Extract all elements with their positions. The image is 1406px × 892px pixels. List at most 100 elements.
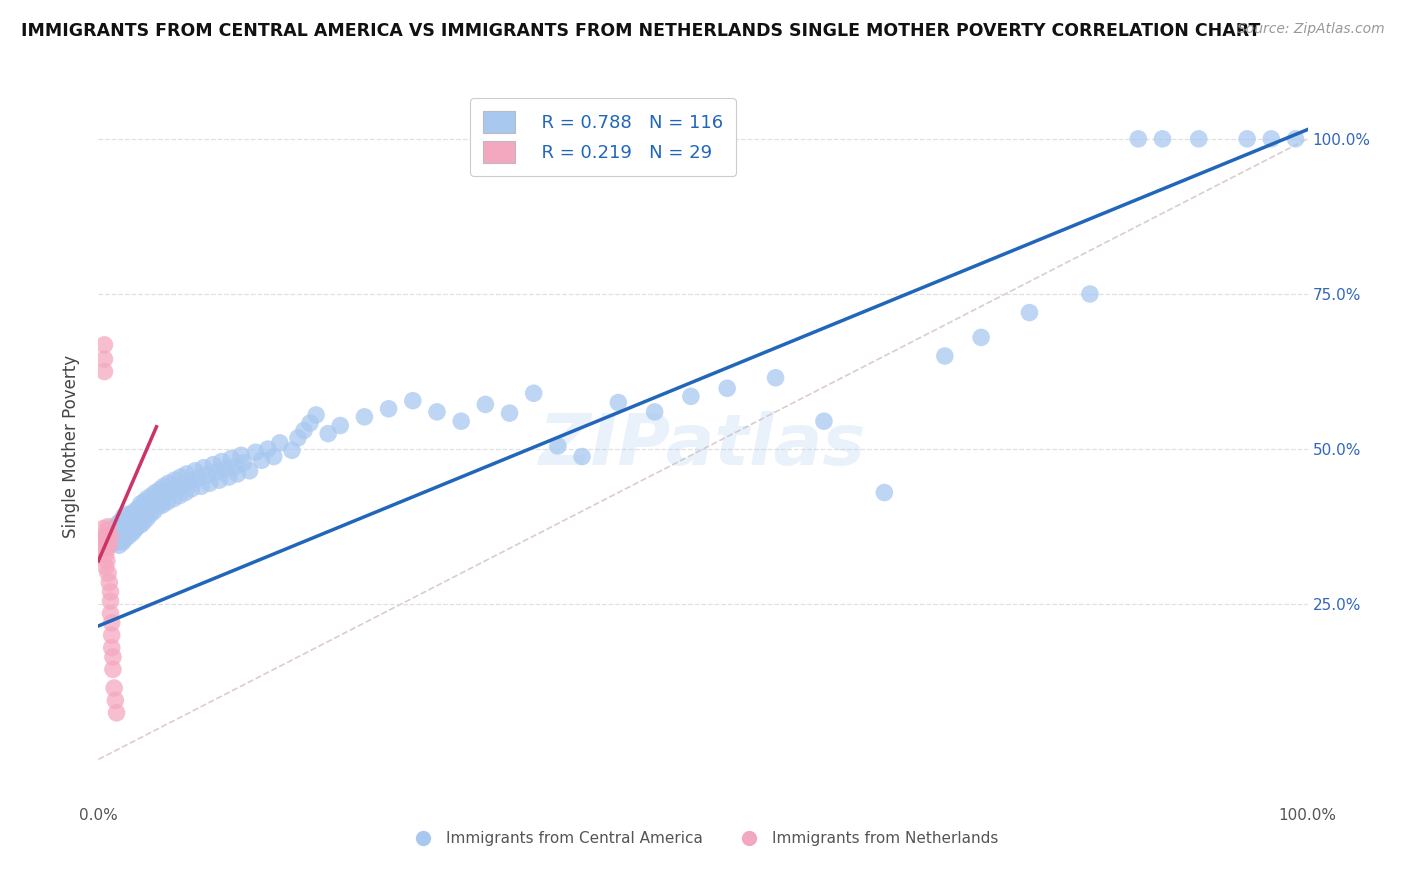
Point	[226, 467, 249, 481]
Point	[135, 511, 157, 525]
Point	[299, 416, 322, 430]
Text: IMMIGRANTS FROM CENTRAL AMERICA VS IMMIGRANTS FROM NETHERLANDS SINGLE MOTHER POV: IMMIGRANTS FROM CENTRAL AMERICA VS IMMIG…	[21, 22, 1260, 40]
Point	[96, 529, 118, 543]
Point	[172, 478, 194, 492]
Point	[245, 445, 267, 459]
Point	[498, 406, 520, 420]
Point	[135, 491, 157, 506]
Point	[93, 338, 115, 352]
Point	[101, 522, 124, 536]
Point	[1284, 132, 1306, 146]
Point	[316, 426, 339, 441]
Point	[679, 389, 702, 403]
Point	[127, 519, 149, 533]
Point	[214, 462, 236, 476]
Point	[122, 516, 145, 530]
Point	[152, 479, 174, 493]
Point	[187, 472, 209, 486]
Point	[142, 497, 165, 511]
Point	[108, 530, 131, 544]
Point	[135, 504, 157, 518]
Point	[450, 414, 472, 428]
Point	[157, 476, 180, 491]
Point	[91, 541, 114, 556]
Point	[132, 516, 155, 530]
Point	[129, 517, 152, 532]
Point	[221, 451, 243, 466]
Point	[98, 538, 121, 552]
Point	[198, 476, 221, 491]
Point	[105, 524, 128, 538]
Point	[100, 529, 122, 543]
Point	[523, 386, 546, 401]
Point	[934, 349, 956, 363]
Point	[134, 495, 156, 509]
Point	[104, 532, 127, 546]
Point	[124, 504, 146, 518]
Point	[108, 538, 131, 552]
Point	[1018, 305, 1040, 319]
Point	[104, 693, 127, 707]
Point	[101, 536, 124, 550]
Point	[97, 538, 120, 552]
Point	[97, 535, 120, 549]
Point	[716, 381, 738, 395]
Point	[269, 436, 291, 450]
Point	[117, 523, 139, 537]
Point	[96, 541, 118, 556]
Point	[287, 431, 309, 445]
Point	[153, 487, 176, 501]
Point	[127, 501, 149, 516]
Point	[179, 475, 201, 489]
Point	[329, 418, 352, 433]
Point	[100, 525, 122, 540]
Point	[765, 370, 787, 384]
Point	[124, 523, 146, 537]
Point	[190, 479, 212, 493]
Point	[110, 513, 132, 527]
Point	[100, 640, 122, 655]
Point	[111, 525, 134, 540]
Point	[148, 499, 170, 513]
Point	[97, 566, 120, 581]
Point	[208, 473, 231, 487]
Point	[281, 443, 304, 458]
Point	[305, 408, 328, 422]
Point	[93, 365, 115, 379]
Point	[250, 453, 273, 467]
Point	[96, 525, 118, 540]
Point	[160, 484, 183, 499]
Point	[193, 460, 215, 475]
Point	[474, 397, 496, 411]
Point	[107, 516, 129, 531]
Point	[101, 662, 124, 676]
Point	[547, 439, 569, 453]
Point	[141, 489, 163, 503]
Point	[156, 495, 179, 509]
Point	[94, 560, 117, 574]
Point	[1128, 132, 1150, 146]
Point	[118, 519, 141, 533]
Point	[100, 615, 122, 630]
Point	[813, 414, 835, 428]
Point	[118, 529, 141, 543]
Point	[205, 465, 228, 479]
Point	[143, 485, 166, 500]
Point	[98, 523, 121, 537]
Point	[184, 464, 207, 478]
Point	[103, 528, 125, 542]
Point	[121, 525, 143, 540]
Point	[239, 464, 262, 478]
Point	[91, 532, 114, 546]
Point	[138, 499, 160, 513]
Point	[169, 489, 191, 503]
Point	[169, 470, 191, 484]
Point	[121, 508, 143, 522]
Point	[176, 467, 198, 481]
Point	[180, 482, 202, 496]
Legend: Immigrants from Central America, Immigrants from Netherlands: Immigrants from Central America, Immigra…	[402, 825, 1004, 852]
Point	[103, 681, 125, 695]
Point	[1236, 132, 1258, 146]
Point	[1188, 132, 1211, 146]
Point	[98, 575, 121, 590]
